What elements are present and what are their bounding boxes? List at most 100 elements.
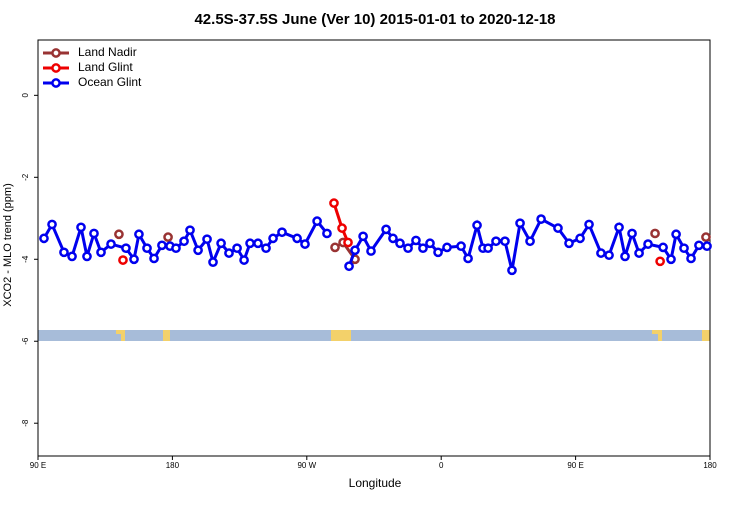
land-patch [121, 334, 125, 341]
data-point [343, 237, 353, 248]
data-point [114, 229, 124, 240]
data-point [491, 236, 501, 247]
data-point [694, 240, 704, 251]
data-point [121, 243, 131, 254]
data-point [456, 241, 466, 252]
data-point [433, 247, 443, 258]
x-tick-label: 90 E [30, 461, 46, 470]
data-point [59, 247, 69, 258]
data-point [507, 265, 517, 276]
x-tick-label: 180 [703, 461, 717, 470]
data-point [344, 261, 354, 272]
land-patch [658, 334, 662, 341]
data-point [614, 222, 624, 233]
data-point [350, 245, 360, 256]
data-point [584, 219, 594, 230]
data-point [142, 243, 152, 254]
data-point [403, 243, 413, 254]
data-point [312, 216, 322, 227]
ocean-band [38, 330, 710, 341]
legend-label: Land Glint [78, 60, 133, 74]
data-point [596, 248, 606, 258]
legend-marker [51, 78, 61, 88]
data-point [536, 214, 546, 224]
data-point [322, 228, 332, 239]
data-point [411, 235, 421, 246]
data-point [67, 251, 77, 262]
data-point [163, 232, 173, 242]
data-point [268, 233, 278, 244]
data-point [483, 243, 493, 254]
data-point [82, 251, 92, 262]
data-point [702, 241, 712, 252]
data-point [245, 238, 255, 249]
data-point [193, 245, 203, 256]
data-point [564, 238, 574, 249]
data-point [239, 255, 249, 265]
data-point [329, 198, 339, 208]
data-point [157, 240, 167, 251]
data-point [650, 228, 660, 239]
x-axis-label: Longitude [349, 476, 402, 490]
data-point [261, 243, 271, 254]
data-point [381, 224, 391, 235]
legend-label: Land Nadir [78, 45, 137, 59]
land-patch [702, 330, 710, 341]
data-point [686, 253, 696, 264]
legend-marker [51, 63, 61, 73]
data-point [500, 236, 510, 247]
data-point [658, 242, 668, 253]
data-point [232, 243, 242, 254]
data-point [418, 243, 428, 254]
data-point [671, 229, 681, 240]
y-tick-label: -8 [21, 419, 30, 427]
x-tick-label: 180 [166, 461, 180, 470]
data-point [620, 251, 630, 262]
data-point [701, 232, 711, 242]
data-point [47, 219, 57, 230]
data-point [330, 242, 340, 253]
data-point [553, 223, 563, 233]
data-point [129, 254, 139, 265]
data-point [39, 233, 49, 244]
legend-marker [51, 48, 61, 58]
data-point [366, 246, 376, 256]
data-point [358, 231, 368, 242]
data-point [171, 243, 181, 254]
data-point [89, 228, 99, 239]
y-axis-label: XCO2 - MLO trend (ppm) [2, 183, 14, 306]
data-point [149, 253, 159, 264]
data-point [425, 238, 435, 249]
data-point [300, 239, 310, 249]
x-tick-label: 0 [439, 461, 444, 470]
data-point [202, 234, 212, 245]
surface-band [38, 330, 710, 341]
data-point [224, 248, 234, 258]
data-point [208, 257, 218, 267]
data-point [277, 227, 287, 238]
x-tick-label: 90 W [297, 461, 316, 470]
data-point [634, 248, 644, 258]
data-point [463, 253, 473, 264]
data-point [627, 228, 637, 239]
data-point [253, 238, 263, 249]
data-point [643, 239, 653, 249]
data-point [442, 242, 452, 253]
y-tick-label: -6 [21, 337, 30, 345]
data-point [292, 233, 302, 244]
data-point [76, 222, 86, 233]
data-point [525, 236, 535, 247]
x-tick-label: 90 E [567, 461, 583, 470]
land-patch [652, 330, 662, 334]
data-point [216, 238, 226, 249]
data-point [179, 236, 189, 247]
y-tick-label: -4 [21, 255, 30, 263]
data-point [666, 254, 676, 265]
data-point [337, 223, 347, 233]
data-point [388, 233, 398, 244]
data-point [515, 218, 525, 229]
data-point [472, 220, 482, 231]
data-point [185, 225, 195, 236]
land-patch [163, 330, 170, 341]
